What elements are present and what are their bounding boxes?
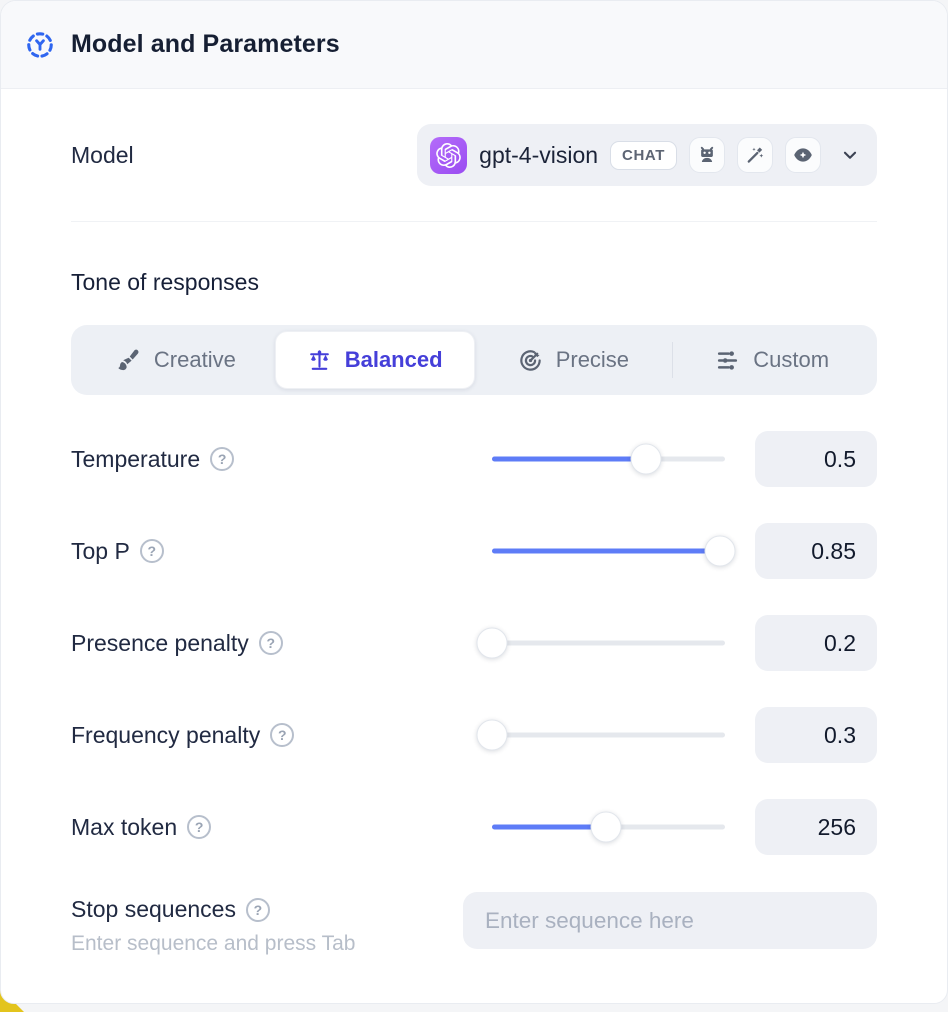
help-icon[interactable] bbox=[270, 723, 295, 747]
model-row: Model gpt-4-vision CHAT bbox=[71, 124, 877, 186]
presence-penalty-slider[interactable] bbox=[476, 627, 725, 659]
param-label: Frequency penalty bbox=[71, 721, 261, 748]
panel-header: Model and Parameters bbox=[1, 1, 947, 89]
slider-thumb[interactable] bbox=[704, 535, 736, 567]
tone-option-balanced[interactable]: Balanced bbox=[274, 331, 475, 389]
magic-wand-icon bbox=[737, 137, 773, 173]
tone-option-custom[interactable]: Custom bbox=[673, 331, 871, 389]
frequency-penalty-value[interactable]: 0.3 bbox=[755, 707, 877, 763]
panel-title: Model and Parameters bbox=[71, 30, 340, 58]
help-icon[interactable] bbox=[245, 897, 270, 922]
param-row-top-p: Top P 0.85 bbox=[71, 523, 877, 579]
param-label: Presence penalty bbox=[71, 629, 249, 656]
max-token-slider[interactable] bbox=[492, 811, 725, 843]
tone-option-label: Precise bbox=[555, 347, 630, 372]
frequency-penalty-slider[interactable] bbox=[476, 719, 725, 751]
selected-model-name: gpt-4-vision bbox=[479, 141, 599, 168]
temperature-slider[interactable] bbox=[492, 443, 725, 475]
chevron-down-icon[interactable] bbox=[839, 144, 861, 166]
slider-thumb[interactable] bbox=[590, 811, 622, 843]
param-label: Top P bbox=[71, 537, 130, 564]
sliders-icon bbox=[718, 350, 738, 370]
slider-thumb[interactable] bbox=[476, 627, 508, 659]
stop-sequence-input[interactable] bbox=[463, 892, 877, 949]
param-row-max-token: Max token 256 bbox=[71, 799, 877, 855]
tone-option-label: Creative bbox=[153, 347, 236, 372]
openai-logo bbox=[430, 136, 468, 174]
tone-option-label: Balanced bbox=[344, 347, 443, 372]
slider-thumb[interactable] bbox=[476, 719, 508, 751]
model-frame-icon bbox=[27, 31, 53, 58]
param-row-frequency-penalty: Frequency penalty 0.3 bbox=[71, 707, 877, 763]
param-row-temperature: Temperature 0.5 bbox=[71, 431, 877, 487]
max-token-value[interactable]: 256 bbox=[755, 799, 877, 855]
paintbrush-icon bbox=[118, 349, 139, 370]
top-p-value[interactable]: 0.85 bbox=[755, 523, 877, 579]
param-row-presence-penalty: Presence penalty 0.2 bbox=[71, 615, 877, 671]
tone-segmented-control: Creative Balanced Precise bbox=[71, 325, 877, 395]
model-label: Model bbox=[71, 141, 134, 168]
tone-heading: Tone of responses bbox=[71, 269, 259, 295]
param-label: Max token bbox=[71, 813, 178, 840]
section-divider bbox=[71, 221, 877, 222]
chat-type-badge: CHAT bbox=[610, 140, 677, 170]
tone-option-label: Custom bbox=[753, 347, 830, 372]
slider-thumb[interactable] bbox=[630, 443, 662, 475]
param-label: Temperature bbox=[71, 445, 201, 472]
vision-eye-icon bbox=[785, 137, 821, 173]
tone-option-divider bbox=[672, 342, 674, 378]
temperature-value[interactable]: 0.5 bbox=[755, 431, 877, 487]
stop-sequences-row: Stop sequences Enter sequence and press … bbox=[71, 892, 877, 956]
target-icon bbox=[519, 349, 541, 371]
help-icon[interactable] bbox=[139, 539, 164, 563]
stop-sequences-label: Stop sequences bbox=[71, 896, 236, 922]
robot-icon bbox=[689, 137, 725, 173]
model-select-dropdown[interactable]: gpt-4-vision CHAT bbox=[417, 124, 877, 186]
top-p-slider[interactable] bbox=[492, 535, 736, 567]
tone-option-creative[interactable]: Creative bbox=[77, 331, 275, 389]
help-icon[interactable] bbox=[187, 815, 212, 839]
tone-option-precise[interactable]: Precise bbox=[475, 331, 673, 389]
balance-scale-icon bbox=[309, 349, 329, 370]
presence-penalty-value[interactable]: 0.2 bbox=[755, 615, 877, 671]
help-icon[interactable] bbox=[210, 447, 235, 471]
help-icon[interactable] bbox=[258, 631, 283, 655]
stop-sequences-helper: Enter sequence and press Tab bbox=[71, 932, 356, 955]
